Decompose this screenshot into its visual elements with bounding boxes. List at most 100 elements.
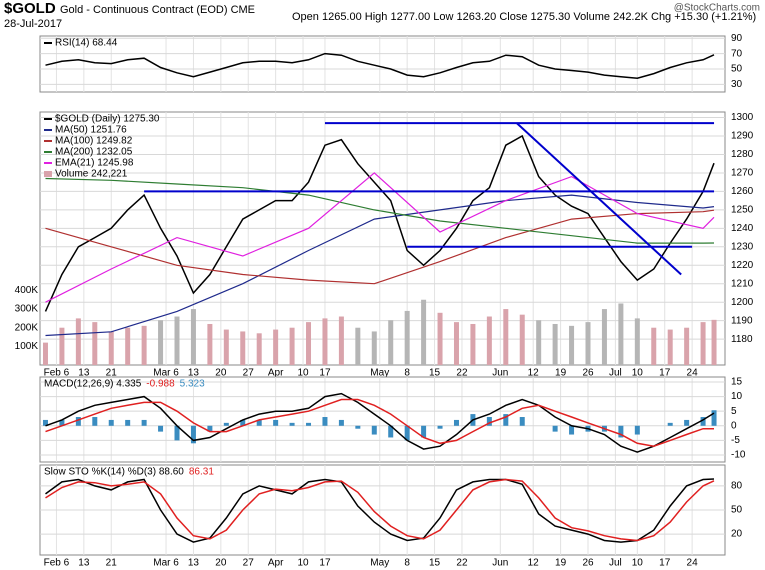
bar bbox=[453, 419, 459, 426]
bar bbox=[125, 419, 131, 426]
bar bbox=[437, 312, 443, 365]
bar bbox=[256, 419, 262, 426]
legend-label: $GOLD (Daily) 1275.30 bbox=[55, 114, 160, 125]
x-tick-label: 20 bbox=[215, 368, 227, 379]
x-tick-label: Apr bbox=[268, 558, 284, 569]
y-tick-label: 1280 bbox=[731, 149, 754, 160]
bar bbox=[552, 323, 558, 365]
bar bbox=[651, 327, 657, 365]
y-tick-label: 1270 bbox=[731, 168, 754, 179]
bar bbox=[338, 419, 344, 426]
bar bbox=[158, 320, 164, 365]
y-tick-label: 1230 bbox=[731, 241, 754, 252]
bar bbox=[141, 325, 147, 365]
x-tick-label: 22 bbox=[456, 558, 468, 569]
x-tick-label: 24 bbox=[687, 368, 699, 379]
bar bbox=[75, 417, 81, 426]
x-tick-label: 13 bbox=[188, 368, 200, 379]
series-line bbox=[45, 478, 715, 542]
bar bbox=[141, 419, 147, 426]
x-tick-label: 17 bbox=[659, 558, 671, 569]
x-tick-label: 17 bbox=[659, 368, 671, 379]
x-tick-label: Mar 6 bbox=[153, 558, 179, 569]
x-tick-label: 10 bbox=[297, 558, 309, 569]
chart-date: 28-Jul-2017 bbox=[4, 18, 62, 30]
bar bbox=[92, 322, 98, 365]
bar bbox=[256, 333, 262, 365]
bar bbox=[618, 303, 624, 365]
y-tick-label: 70 bbox=[731, 48, 743, 59]
bar bbox=[289, 327, 295, 365]
x-tick-label: 19 bbox=[555, 558, 567, 569]
x-tick-label: 20 bbox=[215, 558, 227, 569]
series-line bbox=[45, 52, 715, 79]
x-tick-label: 15 bbox=[429, 368, 441, 379]
bar bbox=[190, 309, 196, 365]
bar bbox=[355, 327, 361, 365]
bar bbox=[59, 419, 65, 426]
bar bbox=[711, 410, 717, 426]
bar bbox=[92, 417, 98, 426]
x-tick-label: 10 bbox=[632, 558, 644, 569]
bar bbox=[108, 419, 114, 426]
bar bbox=[42, 342, 48, 365]
legend-label: Volume 242,221 bbox=[55, 169, 128, 180]
bar bbox=[503, 414, 509, 426]
y2-tick-label: 400K bbox=[15, 285, 39, 296]
legend-label: RSI(14) 68.44 bbox=[55, 38, 118, 49]
bar bbox=[667, 329, 673, 365]
bar bbox=[585, 322, 591, 365]
y-tick-label: 10 bbox=[731, 391, 743, 402]
y-tick-label: 50 bbox=[731, 64, 743, 75]
x-tick-label: 13 bbox=[78, 368, 90, 379]
x-tick-label: May bbox=[370, 368, 389, 379]
bar bbox=[421, 425, 427, 438]
x-tick-label: 27 bbox=[243, 558, 255, 569]
bar bbox=[289, 422, 295, 426]
bar bbox=[207, 425, 213, 432]
bar bbox=[569, 325, 575, 365]
y-tick-label: 1210 bbox=[731, 278, 754, 289]
bar bbox=[388, 320, 394, 365]
bar bbox=[355, 425, 361, 429]
series-line bbox=[45, 172, 715, 303]
bar bbox=[486, 316, 492, 365]
y-tick-label: 1180 bbox=[731, 334, 753, 345]
x-tick-label: Jun bbox=[492, 368, 508, 379]
x-tick-label: Jul bbox=[609, 558, 622, 569]
bar bbox=[240, 419, 246, 426]
y-tick-label: 1260 bbox=[731, 186, 754, 197]
series-line bbox=[45, 398, 714, 447]
x-tick-label: 19 bbox=[555, 368, 567, 379]
x-tick-label: Apr bbox=[268, 368, 284, 379]
bar bbox=[634, 318, 640, 365]
x-tick-label: 17 bbox=[319, 558, 331, 569]
y-tick-label: 0 bbox=[731, 420, 737, 431]
y-tick-label: 30 bbox=[731, 79, 743, 90]
bar bbox=[684, 419, 690, 426]
bar bbox=[322, 318, 328, 365]
bar bbox=[273, 329, 279, 365]
bar bbox=[404, 310, 410, 365]
series-line bbox=[45, 392, 715, 453]
legend-label: MA(50) 1251.76 bbox=[55, 125, 127, 136]
y2-tick-label: 300K bbox=[15, 304, 39, 315]
legend-swatch bbox=[44, 171, 52, 177]
y-tick-label: 5 bbox=[731, 406, 737, 417]
bar bbox=[618, 425, 624, 438]
series-line bbox=[45, 194, 715, 337]
y-tick-label: 20 bbox=[731, 529, 743, 540]
x-tick-label: 12 bbox=[528, 558, 540, 569]
x-tick-label: Feb 6 bbox=[44, 368, 70, 379]
x-tick-label: Jun bbox=[492, 558, 508, 569]
bar bbox=[371, 425, 377, 435]
x-tick-label: 12 bbox=[528, 368, 540, 379]
bar bbox=[711, 319, 717, 365]
x-tick-label: 24 bbox=[687, 558, 699, 569]
x-tick-label: 8 bbox=[404, 558, 410, 569]
y-tick-label: 1200 bbox=[731, 297, 754, 308]
legend-label: Slow STO %K(14) %D(3) 88.60 bbox=[44, 467, 184, 478]
bar bbox=[700, 417, 706, 426]
bar bbox=[240, 331, 246, 365]
y-tick-label: -5 bbox=[731, 435, 740, 446]
